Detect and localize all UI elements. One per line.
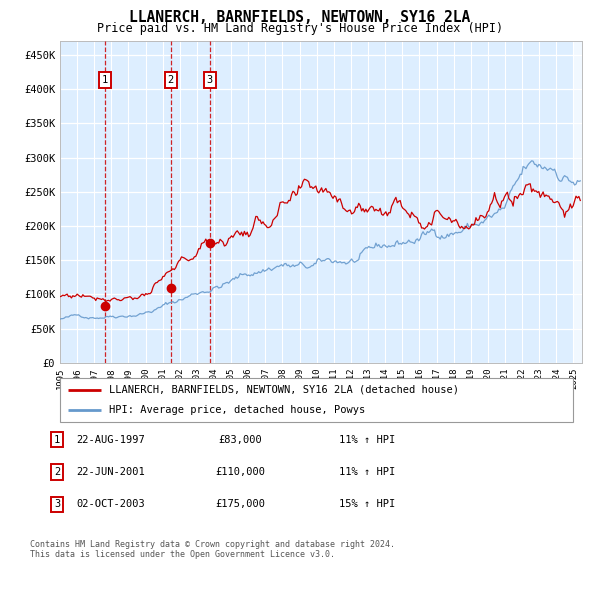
Text: 1: 1 <box>102 75 109 85</box>
Text: 15% ↑ HPI: 15% ↑ HPI <box>339 500 395 509</box>
Text: Price paid vs. HM Land Registry's House Price Index (HPI): Price paid vs. HM Land Registry's House … <box>97 22 503 35</box>
Text: 3: 3 <box>54 500 60 509</box>
FancyBboxPatch shape <box>60 378 573 422</box>
Text: 02-OCT-2003: 02-OCT-2003 <box>77 500 145 509</box>
Text: 2: 2 <box>54 467 60 477</box>
Text: £110,000: £110,000 <box>215 467 265 477</box>
Text: Contains HM Land Registry data © Crown copyright and database right 2024.
This d: Contains HM Land Registry data © Crown c… <box>30 540 395 559</box>
Text: 11% ↑ HPI: 11% ↑ HPI <box>339 467 395 477</box>
Text: 22-JUN-2001: 22-JUN-2001 <box>77 467 145 477</box>
Text: LLANERCH, BARNFIELDS, NEWTOWN, SY16 2LA: LLANERCH, BARNFIELDS, NEWTOWN, SY16 2LA <box>130 10 470 25</box>
Text: 1: 1 <box>54 435 60 444</box>
Text: 22-AUG-1997: 22-AUG-1997 <box>77 435 145 444</box>
Text: £175,000: £175,000 <box>215 500 265 509</box>
Text: LLANERCH, BARNFIELDS, NEWTOWN, SY16 2LA (detached house): LLANERCH, BARNFIELDS, NEWTOWN, SY16 2LA … <box>109 385 459 395</box>
Polygon shape <box>574 41 582 363</box>
Text: 2: 2 <box>167 75 174 85</box>
Text: 11% ↑ HPI: 11% ↑ HPI <box>339 435 395 444</box>
Text: £83,000: £83,000 <box>218 435 262 444</box>
Text: 3: 3 <box>206 75 213 85</box>
Text: HPI: Average price, detached house, Powys: HPI: Average price, detached house, Powy… <box>109 405 365 415</box>
